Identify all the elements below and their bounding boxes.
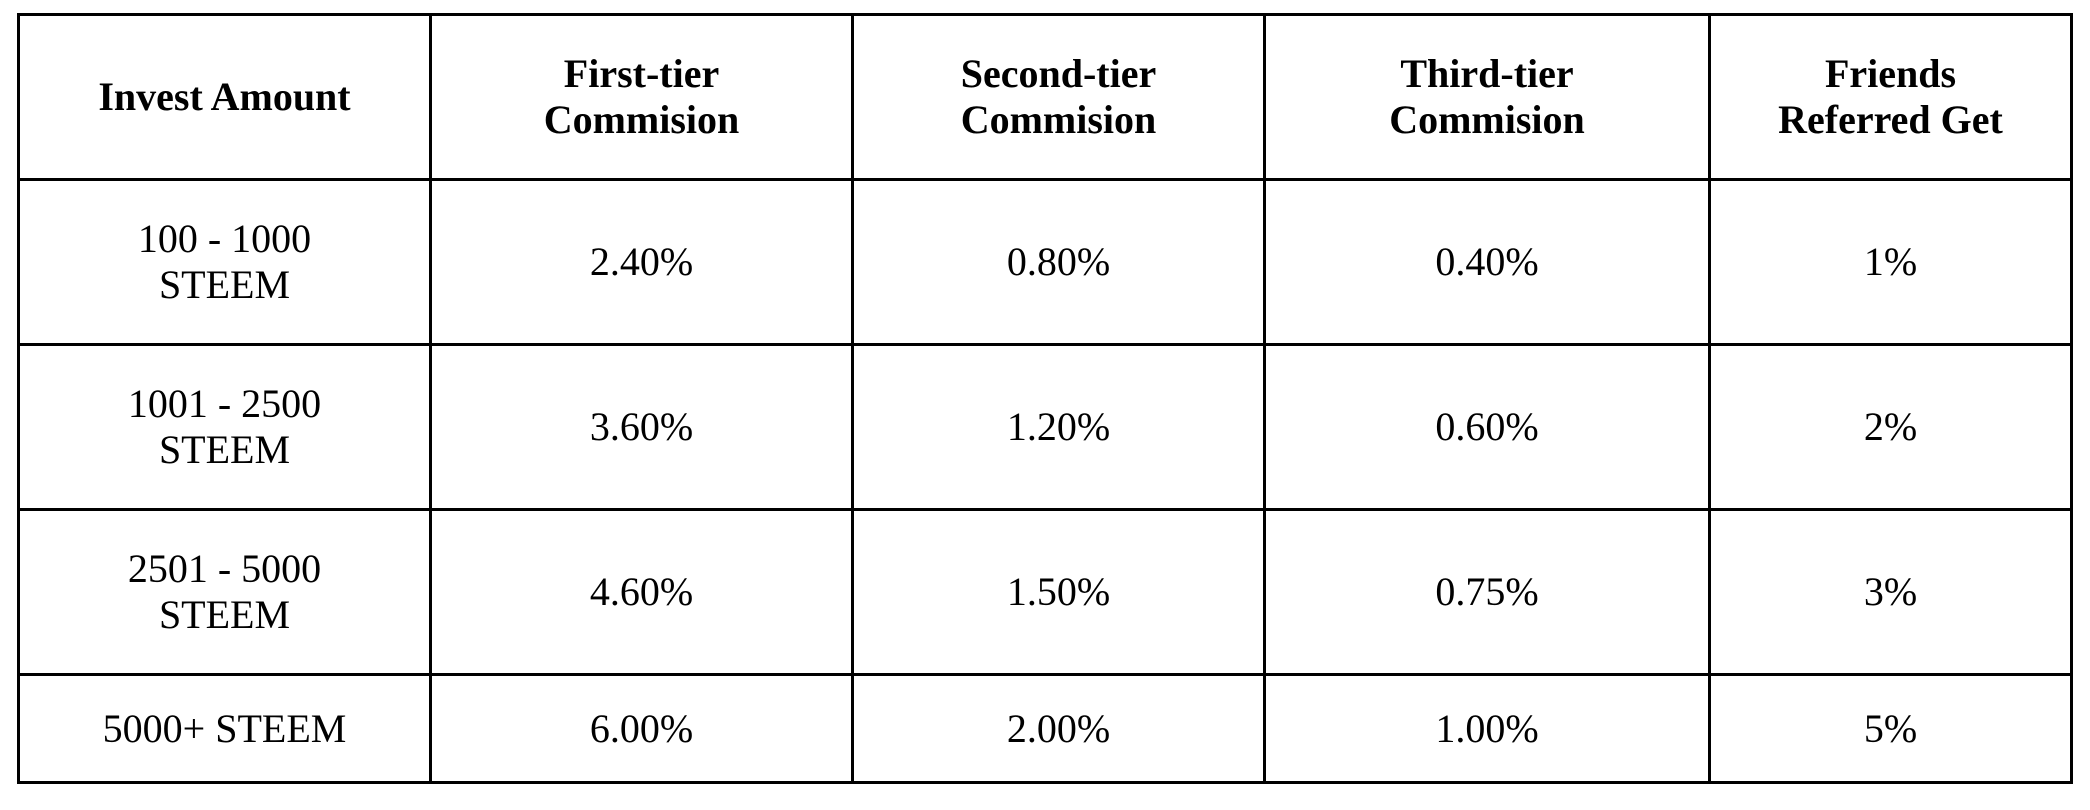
table-cell: 0.75%	[1263, 508, 1711, 676]
cell-line: Second-tier	[960, 51, 1157, 96]
table-cell: 3.60%	[429, 343, 854, 511]
cell-line: 5000+ STEEM	[102, 705, 347, 751]
table-cell: 0.80%	[851, 178, 1266, 346]
header-cell: Invest Amount	[17, 13, 432, 181]
table-cell: 1.20%	[851, 343, 1266, 511]
table-row: 5000+ STEEM 6.00% 2.00% 1.00% 5%	[17, 673, 2073, 784]
table-cell: 2.40%	[429, 178, 854, 346]
cell-line: STEEM	[158, 427, 291, 472]
cell-line: First-tier	[563, 51, 720, 96]
header-cell: Second-tier Commision	[851, 13, 1266, 181]
cell-line: STEEM	[158, 262, 291, 307]
cell-line: Invest Amount	[98, 74, 351, 119]
cell-line: STEEM	[158, 592, 291, 637]
table-cell: 0.60%	[1263, 343, 1711, 511]
table-cell: 100 - 1000 STEEM	[17, 178, 432, 346]
cell-line: Commision	[543, 97, 740, 142]
cell-line: Commision	[1389, 97, 1585, 142]
table-cell: 2.00%	[851, 673, 1266, 784]
cell-line: Commision	[960, 97, 1157, 142]
table-cell: 3%	[1708, 508, 2073, 676]
table-cell: 0.40%	[1263, 178, 1711, 346]
table-row: 2501 - 5000 STEEM 4.60% 1.50% 0.75% 3%	[17, 508, 2073, 676]
cell-line: Referred Get	[1778, 97, 2003, 142]
cell-line: 100 - 1000	[137, 216, 312, 261]
table-cell: 1.50%	[851, 508, 1266, 676]
table-cell: 2501 - 5000 STEEM	[17, 508, 432, 676]
table-cell: 1001 - 2500 STEEM	[17, 343, 432, 511]
commission-table: Invest Amount First-tier Commision Second-t…	[17, 13, 2073, 784]
table-row: 100 - 1000 STEEM 2.40% 0.80% 0.40% 1%	[17, 178, 2073, 346]
table-cell: 4.60%	[429, 508, 854, 676]
header-row: Invest Amount First-tier Commision Second-t…	[17, 13, 2073, 181]
table-cell: 2%	[1708, 343, 2073, 511]
cell-line: 2501 - 5000	[127, 546, 322, 591]
header-cell: Third-tier Commision	[1263, 13, 1711, 181]
cell-line: 1001 - 2500	[127, 381, 322, 426]
cell-line: Friends	[1824, 51, 1957, 96]
table-cell: 6.00%	[429, 673, 854, 784]
cell-line: Third-tier	[1400, 51, 1574, 96]
header-cell: First-tier Commision	[429, 13, 854, 181]
table-row: 1001 - 2500 STEEM 3.60% 1.20% 0.60% 2%	[17, 343, 2073, 511]
table-cell: 1%	[1708, 178, 2073, 346]
header-cell: Friends Referred Get	[1708, 13, 2073, 181]
table-cell: 5%	[1708, 673, 2073, 784]
table-cell: 1.00%	[1263, 673, 1711, 784]
table-cell: 5000+ STEEM	[17, 673, 432, 784]
